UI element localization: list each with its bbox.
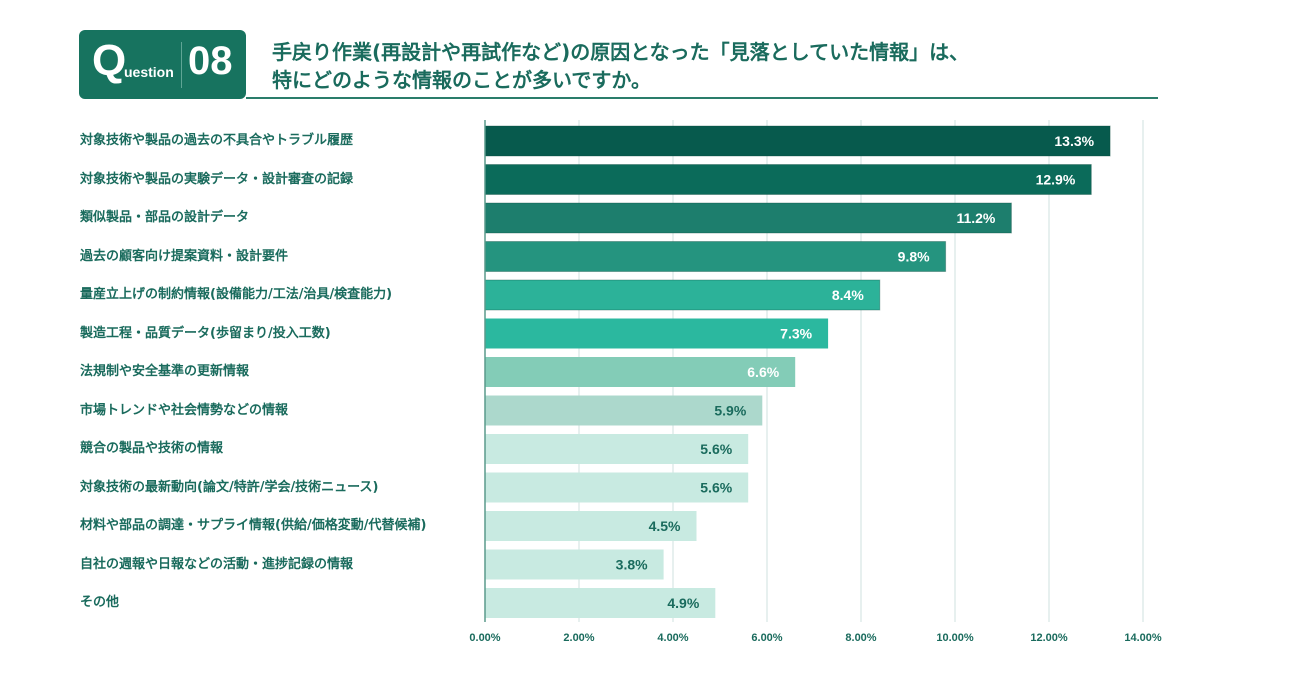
question-badge: Q uestion 08	[79, 30, 246, 99]
bar	[485, 549, 664, 580]
data-label: 13.3%	[1054, 133, 1094, 149]
data-label: 7.3%	[780, 326, 812, 342]
data-label: 6.6%	[747, 364, 779, 380]
question-title: 手戻り作業(再設計や再試作など)の原因となった「見落としていた情報」は、 特にど…	[272, 38, 969, 94]
category-label: 自社の週報や日報などの活動・進捗記録の情報	[80, 556, 354, 572]
category-label: 材料や部品の調達・サプライ情報(供給/価格変動/代替候補)	[80, 518, 427, 533]
x-tick-label: 14.00%	[1124, 632, 1162, 644]
x-tick-label: 6.00%	[751, 632, 782, 644]
category-label: 競合の製品や技術の情報	[80, 441, 224, 456]
x-tick-label: 8.00%	[845, 632, 876, 644]
data-label: 4.9%	[667, 595, 699, 611]
x-tick-label: 12.00%	[1030, 632, 1068, 644]
category-label: 製造工程・品質データ(歩留まり/投入工数)	[80, 325, 331, 341]
data-label: 11.2%	[956, 210, 995, 226]
bar	[484, 241, 947, 272]
bar	[485, 318, 829, 349]
bar	[485, 395, 763, 426]
category-label: 過去の顧客向け提案資料・設計要件	[80, 248, 289, 264]
data-label: 5.9%	[714, 403, 746, 419]
title-underline	[246, 97, 1158, 99]
bar	[484, 164, 1092, 195]
bar	[485, 511, 697, 541]
data-label: 5.6%	[700, 441, 732, 457]
x-tick-label: 4.00%	[657, 632, 688, 644]
bar	[485, 472, 749, 503]
badge-q: Q	[92, 36, 127, 85]
category-label: その他	[80, 595, 120, 610]
data-label: 5.6%	[700, 480, 732, 496]
category-label: 類似製品・部品の設計データ	[80, 210, 250, 225]
x-tick-label: 0.00%	[469, 632, 500, 644]
category-label: 対象技術や製品の実験データ・設計審査の記録	[80, 171, 354, 187]
bar	[484, 279, 881, 311]
bar	[485, 357, 796, 387]
badge-divider	[181, 42, 182, 88]
bar	[485, 588, 716, 618]
category-label: 対象技術の最新動向(論文/特許/学会/技術ニュース)	[80, 479, 379, 495]
bar	[484, 202, 1012, 234]
x-tick-label: 10.00%	[936, 632, 974, 644]
title-line-1: 手戻り作業(再設計や再試作など)の原因となった「見落としていた情報」は、	[272, 40, 970, 64]
bar	[485, 434, 749, 464]
data-label: 3.8%	[616, 557, 648, 573]
data-label: 4.5%	[649, 518, 681, 534]
category-label: 法規制や安全基準の更新情報	[80, 364, 250, 379]
category-label: 対象技術や製品の過去の不具合やトラブル履歴	[80, 133, 354, 148]
data-label: 9.8%	[898, 249, 930, 265]
title-line-2: 特にどのような情報のことが多いですか。	[272, 68, 651, 92]
badge-number: 08	[188, 39, 233, 83]
data-label: 8.4%	[832, 287, 864, 303]
badge-uestion: uestion	[124, 64, 174, 80]
data-label: 12.9%	[1036, 172, 1076, 188]
x-tick-label: 2.00%	[563, 632, 594, 644]
bar	[484, 125, 1111, 157]
category-label: 量産立上げの制約情報(設備能力/工法/治具/検査能力)	[80, 287, 393, 302]
category-label: 市場トレンドや社会情勢などの情報	[80, 402, 289, 418]
